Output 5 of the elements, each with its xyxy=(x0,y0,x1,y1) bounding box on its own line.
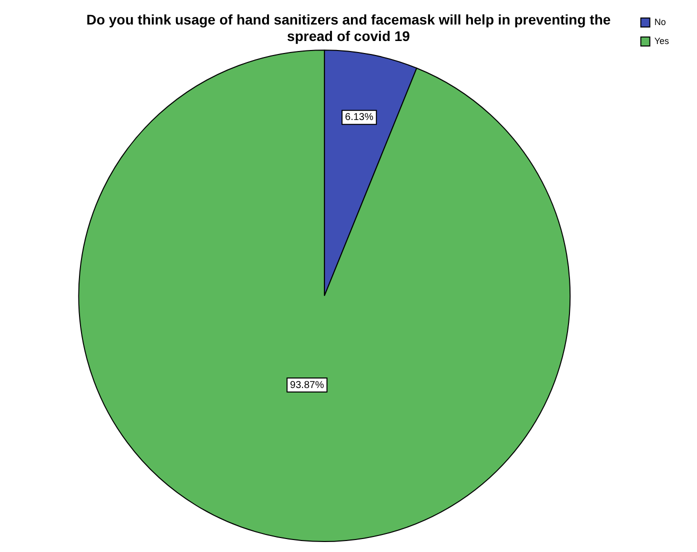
legend-label: Yes xyxy=(654,36,670,46)
data-label: 93.87% xyxy=(290,380,324,391)
legend-label: No xyxy=(654,16,666,27)
data-label: 6.13% xyxy=(345,112,374,124)
chart-title: Do you think usage of hand sanitizers and facemask will help in preventing the spread of covid 19 xyxy=(86,11,611,44)
